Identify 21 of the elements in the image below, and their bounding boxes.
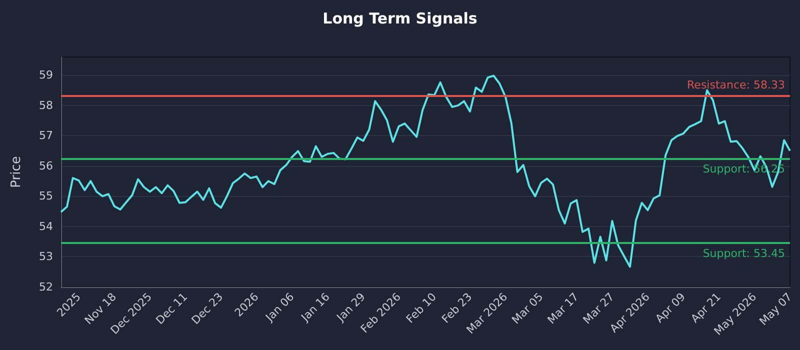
y-tick-label: 59 xyxy=(39,68,53,82)
x-tick-label: Feb 10 xyxy=(404,290,439,326)
y-tick-label: 58 xyxy=(39,98,53,112)
y-tick-label: 54 xyxy=(39,220,53,233)
y-tick-label: 56 xyxy=(39,159,53,172)
x-tick-label: Jan 06 xyxy=(262,290,297,325)
x-tick-label: Apr 09 xyxy=(652,290,688,326)
chart-title: Long Term Signals xyxy=(322,10,478,28)
x-tick-label: Mar 17 xyxy=(545,290,582,327)
y-axis-title: Price xyxy=(9,156,24,188)
x-tick-label: Dec 23 xyxy=(189,290,226,327)
line-series xyxy=(60,74,791,268)
y-tick-label: 53 xyxy=(39,250,53,264)
y-tick-label: 52 xyxy=(39,280,53,294)
y-tick-label: 57 xyxy=(39,129,53,142)
ref-line-label: Support: 53.45 xyxy=(702,247,785,260)
y-tick-label: 55 xyxy=(39,190,53,203)
x-tick-label: Dec 11 xyxy=(153,290,190,327)
x-tick-label: Mar 05 xyxy=(509,290,546,327)
ref-line-label: Resistance: 58.33 xyxy=(687,78,785,92)
x-tick-label: Jan 16 xyxy=(298,290,332,325)
